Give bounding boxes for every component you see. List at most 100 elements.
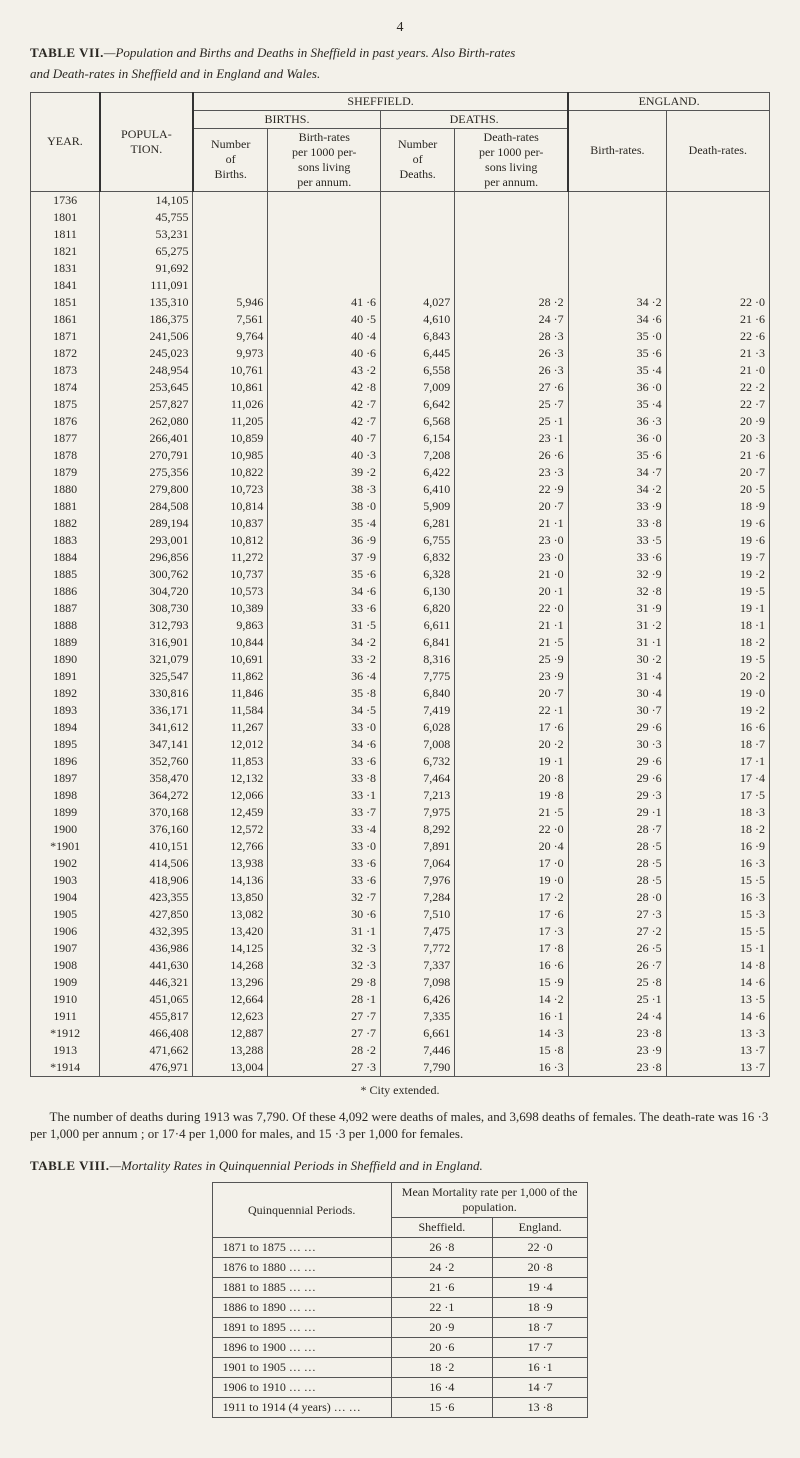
cell-nb: 10,723 — [193, 481, 268, 498]
cell-dr: 17 ·0 — [455, 855, 568, 872]
cell-dr: 19 ·0 — [455, 872, 568, 889]
cell-nd: 6,832 — [381, 549, 455, 566]
cell-ebr: 24 ·4 — [568, 1008, 666, 1025]
cell-nb: 12,766 — [193, 838, 268, 855]
cell-year: 1906 — [31, 923, 100, 940]
table-row: 1841111,091 — [31, 277, 770, 294]
cell-pop: 53,231 — [100, 226, 193, 243]
cell-br: 34 ·2 — [268, 634, 381, 651]
cell-edr: 15 ·1 — [666, 940, 769, 957]
cell-pop: 418,906 — [100, 872, 193, 889]
cell-nd: 6,755 — [381, 532, 455, 549]
cell-sheffield: 24 ·2 — [391, 1258, 492, 1278]
cell-dr: 28 ·2 — [455, 294, 568, 311]
cell-br: 38 ·3 — [268, 481, 381, 498]
cell-edr: 16 ·3 — [666, 889, 769, 906]
cell-pop: 325,547 — [100, 668, 193, 685]
table8-title: TABLE VIII.—Mortality Rates in Quinquenn… — [30, 1157, 770, 1175]
cell-sheffield: 26 ·8 — [391, 1238, 492, 1258]
cell-edr: 18 ·2 — [666, 821, 769, 838]
cell-dr: 21 ·5 — [455, 634, 568, 651]
cell-ebr — [568, 243, 666, 260]
table-row: 182165,275 — [31, 243, 770, 260]
cell-pop: 45,755 — [100, 209, 193, 226]
cell-nb — [193, 260, 268, 277]
cell-edr — [666, 209, 769, 226]
cell-nd — [381, 260, 455, 277]
table-row: 1893336,17111,58434 ·57,41922 ·130 ·719 … — [31, 702, 770, 719]
cell-year: 1891 — [31, 668, 100, 685]
cell-year: 1821 — [31, 243, 100, 260]
cell-year: 1884 — [31, 549, 100, 566]
cell-pop: 330,816 — [100, 685, 193, 702]
cell-pop: 414,506 — [100, 855, 193, 872]
table-row: 1889316,90110,84434 ·26,84121 ·531 ·118 … — [31, 634, 770, 651]
cell-br: 32 ·3 — [268, 940, 381, 957]
cell-br — [268, 277, 381, 294]
cell-dr: 15 ·8 — [455, 1042, 568, 1059]
cell-nb — [193, 191, 268, 209]
cell-ebr: 28 ·0 — [568, 889, 666, 906]
table-row: *1912466,40812,88727 ·76,66114 ·323 ·813… — [31, 1025, 770, 1042]
cell-year: 1894 — [31, 719, 100, 736]
cell-pop: 296,856 — [100, 549, 193, 566]
table-row: 1877266,40110,85940 ·76,15423 ·136 ·020 … — [31, 430, 770, 447]
cell-ebr: 23 ·9 — [568, 1042, 666, 1059]
cell-ebr: 23 ·8 — [568, 1025, 666, 1042]
cell-dr: 24 ·7 — [455, 311, 568, 328]
cell-dr: 21 ·1 — [455, 515, 568, 532]
cell-year: 1873 — [31, 362, 100, 379]
cell-nd: 4,027 — [381, 294, 455, 311]
cell-dr: 17 ·6 — [455, 906, 568, 923]
table-row: 1891325,54711,86236 ·47,77523 ·931 ·420 … — [31, 668, 770, 685]
cell-br: 40 ·4 — [268, 328, 381, 345]
cell-dr: 17 ·2 — [455, 889, 568, 906]
cell-dr — [455, 191, 568, 209]
table-row: 1888312,7939,86331 ·56,61121 ·131 ·218 ·… — [31, 617, 770, 634]
cell-edr: 22 ·0 — [666, 294, 769, 311]
cell-nd: 6,328 — [381, 566, 455, 583]
cell-pop: 14,105 — [100, 191, 193, 209]
cell-pop: 466,408 — [100, 1025, 193, 1042]
cell-edr: 21 ·0 — [666, 362, 769, 379]
cell-edr: 18 ·9 — [666, 498, 769, 515]
cell-nd: 6,028 — [381, 719, 455, 736]
cell-br: 33 ·0 — [268, 838, 381, 855]
table-row: 1872245,0239,97340 ·66,44526 ·335 ·621 ·… — [31, 345, 770, 362]
cell-nb: 10,844 — [193, 634, 268, 651]
cell-nb: 12,066 — [193, 787, 268, 804]
cell-pop: 427,850 — [100, 906, 193, 923]
cell-nd: 7,208 — [381, 447, 455, 464]
cell-sheffield: 20 ·6 — [391, 1338, 492, 1358]
cell-pop: 316,901 — [100, 634, 193, 651]
table-row: 1851135,3105,94641 ·64,02728 ·234 ·222 ·… — [31, 294, 770, 311]
cell-year: 1885 — [31, 566, 100, 583]
cell-ebr: 33 ·5 — [568, 532, 666, 549]
cell-br: 40 ·3 — [268, 447, 381, 464]
cell-dr — [455, 243, 568, 260]
table-row: 1876 to 1880 … …24 ·220 ·8 — [212, 1258, 588, 1278]
cell-nd: 7,335 — [381, 1008, 455, 1025]
cell-dr: 20 ·2 — [455, 736, 568, 753]
cell-br — [268, 226, 381, 243]
cell-nd — [381, 243, 455, 260]
cell-br: 33 ·8 — [268, 770, 381, 787]
cell-pop: 347,141 — [100, 736, 193, 753]
table-row: *1901410,15112,76633 ·07,89120 ·428 ·516… — [31, 838, 770, 855]
cell-ebr: 29 ·6 — [568, 770, 666, 787]
cell-edr: 14 ·8 — [666, 957, 769, 974]
table-row: 1882289,19410,83735 ·46,28121 ·133 ·819 … — [31, 515, 770, 532]
cell-dr: 25 ·1 — [455, 413, 568, 430]
cell-nd: 7,772 — [381, 940, 455, 957]
cell-nb: 13,082 — [193, 906, 268, 923]
cell-br: 35 ·6 — [268, 566, 381, 583]
cell-nd: 6,840 — [381, 685, 455, 702]
cell-sheffield: 18 ·2 — [391, 1358, 492, 1378]
cell-pop: 446,321 — [100, 974, 193, 991]
cell-pop: 289,194 — [100, 515, 193, 532]
table-row: 1886304,72010,57334 ·66,13020 ·132 ·819 … — [31, 583, 770, 600]
table-row: 1881 to 1885 … …21 ·619 ·4 — [212, 1278, 588, 1298]
cell-period: 1911 to 1914 (4 years) … … — [212, 1398, 391, 1418]
table-row: 1884296,85611,27237 ·96,83223 ·033 ·619 … — [31, 549, 770, 566]
cell-nd: 5,909 — [381, 498, 455, 515]
